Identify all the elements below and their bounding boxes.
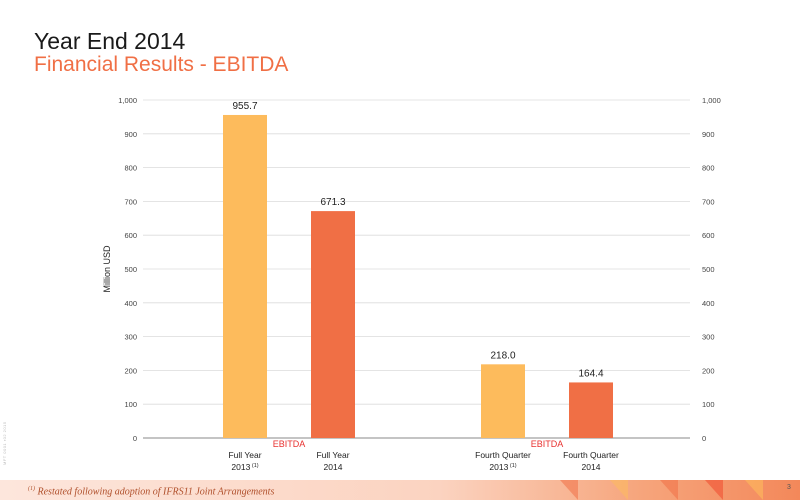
x-category-year: 2013	[489, 462, 508, 472]
ebitda-bar-chart: 0 0 100 100 200 200 300 300 400 400 500 500 600 600 70…	[102, 96, 721, 472]
x-category-year: 2014	[582, 462, 601, 472]
x-category-label: 2013 (1)	[489, 462, 516, 472]
slide-title: Year End 2014	[34, 28, 186, 54]
y-tick-label-left: 700	[124, 197, 137, 206]
bar	[311, 211, 355, 438]
y-tick-label-right: 500	[702, 265, 715, 274]
bar-value-label: 955.7	[232, 101, 257, 112]
x-category-label: 2014	[324, 462, 343, 472]
group-label: EBITDA	[531, 439, 564, 449]
footer-shape	[560, 480, 578, 500]
y-tick-label-left: 800	[124, 164, 137, 173]
footnote: (1) Restated following adoption of IFRS1…	[28, 486, 274, 497]
x-category-label: Full Year	[316, 450, 349, 460]
y-tick-label-left: 400	[124, 299, 137, 308]
y-tick-label-right: 300	[702, 333, 715, 342]
x-category-year: 2014	[324, 462, 343, 472]
x-category-label: Full Year	[228, 450, 261, 460]
bar-value-label: 164.4	[578, 368, 603, 379]
footer-shape	[705, 480, 723, 500]
y-tick-label-left: 300	[124, 333, 137, 342]
bar	[481, 364, 525, 438]
y-tick-label-right: 900	[702, 130, 715, 139]
footer-shape	[660, 480, 678, 500]
y-tick-label-left: 900	[124, 130, 137, 139]
footer-decorative-bar	[0, 480, 800, 500]
document-reference-text: MFT 0001 r02 2015	[2, 421, 7, 465]
y-tick-label-left: 0	[133, 434, 137, 443]
bar	[569, 382, 613, 438]
footnote-text: Restated following adoption of IFRS11 Jo…	[37, 486, 275, 498]
y-tick-label-left: 200	[124, 366, 137, 375]
footnote-marker: (1)	[28, 486, 35, 492]
slide-subtitle: Financial Results - EBITDA	[34, 53, 289, 76]
y-tick-label-left: 600	[124, 231, 137, 240]
page-number: 3	[787, 484, 791, 491]
y-tick-label-left: 500	[124, 265, 137, 274]
y-axis-label: Million USD	[102, 245, 112, 293]
y-tick-label-right: 600	[702, 231, 715, 240]
x-category-label: 2014	[582, 462, 601, 472]
x-category-label: 2013 (1)	[231, 462, 258, 472]
y-tick-label-left: 100	[124, 400, 137, 409]
footnote-reference: (1)	[508, 463, 516, 469]
y-tick-label-right: 200	[702, 366, 715, 375]
group-label: EBITDA	[273, 439, 306, 449]
y-tick-label-right: 700	[702, 197, 715, 206]
x-category-label: Fourth Quarter	[475, 450, 531, 460]
bar-value-label: 218.0	[490, 350, 515, 361]
x-category-year: 2013	[231, 462, 250, 472]
y-tick-label-right: 0	[702, 434, 706, 443]
y-tick-label-right: 100	[702, 400, 715, 409]
y-tick-label-right: 1,000	[702, 96, 721, 105]
y-tick-label-left: 1,000	[118, 96, 137, 105]
footer-shape	[745, 480, 763, 500]
footer-shape	[610, 480, 628, 500]
bar	[223, 114, 267, 439]
x-category-label: Fourth Quarter	[563, 450, 619, 460]
bar-value-label: 671.3	[320, 197, 345, 208]
footnote-reference: (1)	[250, 463, 258, 469]
y-tick-label-right: 400	[702, 299, 715, 308]
y-tick-label-right: 800	[702, 164, 715, 173]
